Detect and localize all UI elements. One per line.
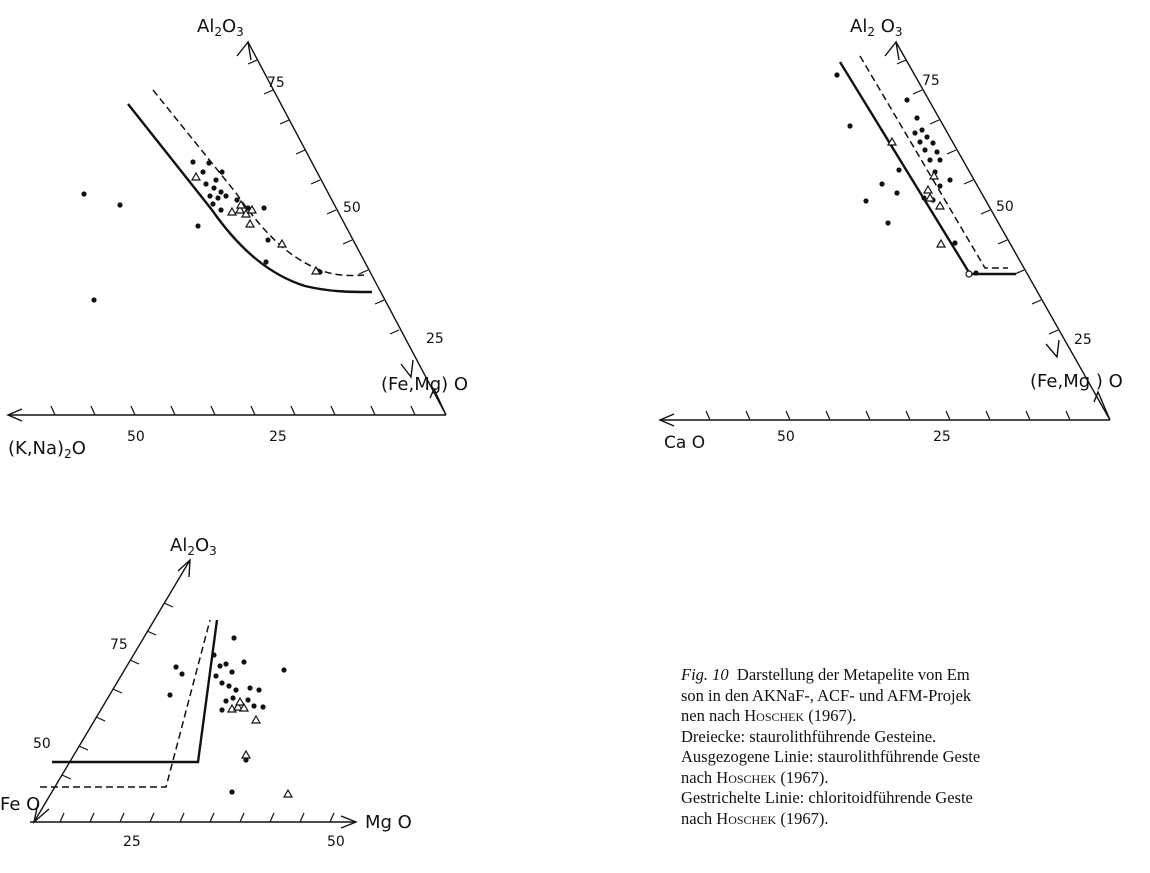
afm-data-points (167, 635, 287, 795)
afm-left-arrow (32, 802, 50, 824)
acf-apex-arrow (884, 40, 900, 61)
acf-left-vertex-label: Ca O (664, 433, 705, 453)
acf-left-arrow (658, 413, 675, 427)
afm-bottom-tick-50: 50 (327, 834, 345, 850)
caption-line-2: son in den AKNaF-, ACF- und AFM-Projek (681, 685, 972, 705)
acf-right-vertex-label: (Fe,Mg ) O (1030, 371, 1123, 392)
caption-line-1: Fig. 10 Darstellung der Metapelite von E… (681, 665, 970, 684)
acf-ticks (705, 59, 1071, 421)
afm-left-vertex-label: Fe O (0, 794, 40, 815)
akf-tick-label-50: 50 (343, 200, 361, 216)
caption-line-4: Dreiecke: staurolithführende Gesteine. (681, 726, 937, 746)
acf-right-arrow (1045, 339, 1060, 359)
akf-apex-arrow (236, 40, 252, 61)
akf-data-points (81, 159, 323, 303)
acf-bottom-tick-50: 50 (777, 429, 795, 445)
akf-left-vertex-label: (K,Na)2O (8, 438, 86, 461)
acf-bottom-tick-25: 25 (933, 429, 951, 445)
figure-caption: Fig. 10 Darstellung der Metapelite von E… (681, 665, 1150, 873)
afm-apex-label: Al2O3 (170, 535, 217, 558)
caption-line-8: nach Hoschek (1967). (681, 808, 829, 828)
caption-line-5: Ausgezogene Linie: staurolithführende Ge… (681, 747, 981, 766)
acf-chloritoid-line (859, 55, 1008, 269)
acf-tick-label-25: 25 (1074, 332, 1092, 348)
afm-diagram: Al2O3 75 50 Fe O Mg O 25 50 (0, 535, 412, 850)
acf-tick-label-50: 50 (996, 199, 1014, 215)
afm-staurolite-line (52, 619, 219, 764)
akf-bottom-tick-50: 50 (127, 429, 145, 445)
acf-right-axis (895, 41, 1111, 421)
afm-ticks (59, 602, 335, 823)
caption-line-3: nen nach Hoschek (1967). (681, 706, 857, 725)
afm-left-axis (33, 559, 191, 823)
afm-left-tick-75: 75 (110, 637, 128, 653)
acf-apex-label: Al2 O3 (850, 16, 903, 39)
akf-tick-label-25: 25 (426, 331, 444, 347)
caption-line-6: nach Hoschek (1967). (681, 767, 829, 787)
caption-author: Hoschek (744, 706, 805, 725)
acf-tick-label-75: 75 (922, 73, 940, 89)
afm-right-arrow (340, 815, 358, 829)
akf-apex-label: Al2O3 (197, 16, 244, 39)
akf-fe-mg-corner (429, 387, 447, 416)
akf-chloritoid-line (152, 89, 365, 277)
akf-right-axis (247, 41, 447, 416)
caption-line-7: Gestrichelte Linie: chloritoidführende G… (681, 788, 973, 807)
acf-open-circle (965, 270, 973, 278)
afm-right-vertex-label: Mg O (365, 812, 412, 833)
akf-ticks (50, 59, 416, 416)
afm-apex-arrow (177, 558, 191, 578)
acf-diagram: Al2 O3 75 50 25 (Fe,Mg ) O Ca O 50 25 (658, 16, 1123, 453)
acf-triangles (886, 136, 947, 248)
akf-diagram: Al2O3 75 50 25 (Fe,Mg) O (K,Na)2O 50 25 (6, 16, 468, 461)
akf-staurolite-line (127, 103, 373, 294)
akf-triangles (190, 171, 322, 275)
afm-triangles (226, 696, 294, 798)
akf-bottom-tick-25: 25 (269, 429, 287, 445)
acf-fe-mg-corner (1093, 390, 1111, 421)
afm-chloritoid-line (40, 619, 211, 788)
acf-data-points (834, 72, 979, 276)
akf-left-arrow (6, 408, 23, 422)
akf-tick-label-75: 75 (267, 75, 285, 91)
caption-fig-label: Fig. 10 (681, 665, 729, 684)
acf-staurolite-line (838, 61, 1016, 276)
akf-right-arrow (400, 359, 414, 379)
afm-bottom-tick-25: 25 (123, 834, 141, 850)
afm-left-tick-50: 50 (33, 736, 51, 752)
akf-right-vertex-label: (Fe,Mg) O (381, 374, 468, 395)
